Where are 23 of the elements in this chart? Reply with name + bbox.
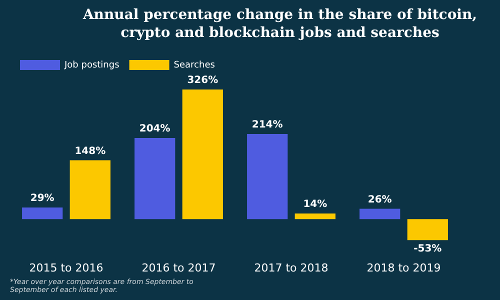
data-label: -53% xyxy=(414,244,442,255)
bar xyxy=(70,160,110,220)
bar xyxy=(360,208,400,220)
chart-title: Annual percentage change in the share of bitcoin, crypto and blockchain jobs and searches xyxy=(82,6,478,42)
bar xyxy=(294,214,336,220)
legend-label: Searches xyxy=(174,60,216,70)
data-label: 26% xyxy=(368,194,392,206)
legend-label: Job postings xyxy=(64,60,120,70)
bar xyxy=(407,219,448,240)
x-tick-label: 2017 to 2018 xyxy=(254,261,328,274)
bar xyxy=(22,208,63,220)
data-label: 204% xyxy=(139,124,170,135)
x-tick-label: 2015 to 2016 xyxy=(29,261,104,274)
x-tick-label: 2018 to 2019 xyxy=(366,261,441,274)
data-label: 214% xyxy=(252,120,283,131)
bar xyxy=(247,134,288,220)
data-label: 29% xyxy=(30,193,54,204)
data-label: 14% xyxy=(303,199,328,210)
bar xyxy=(182,90,223,220)
data-label: 148% xyxy=(74,146,106,157)
x-tick-label: 2016 to 2017 xyxy=(142,261,216,274)
bar xyxy=(134,138,176,220)
data-label: 326% xyxy=(187,75,218,86)
